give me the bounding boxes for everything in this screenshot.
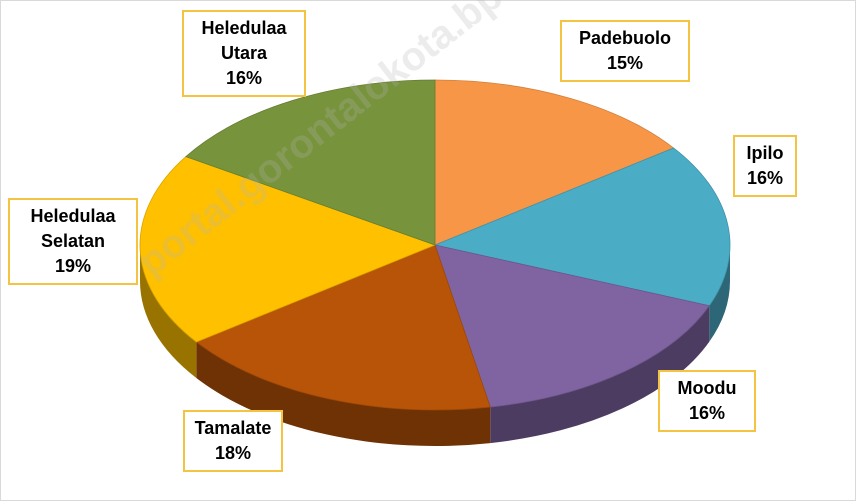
data-label: Heledulaa Selatan 19% [8,198,138,285]
data-label: Ipilo 16% [733,135,797,197]
data-label: Padebuolo 15% [560,20,690,82]
value-label: 16% [225,68,263,88]
category-label: Tamalate [194,418,272,438]
slice [139,156,437,378]
value-label: 16% [746,168,784,188]
category-label: Ipilo [746,143,784,163]
slice [195,244,491,446]
slice [185,79,436,246]
slice [433,147,731,342]
slice-side [196,341,491,446]
slice-top [139,156,437,343]
slice-side [490,305,710,444]
slice-side [140,245,197,378]
value-label: 19% [54,256,92,276]
slice-top [434,244,710,408]
data-label: Moodu 16% [658,370,756,432]
slice-side [709,245,730,342]
category-label: Heledulaa Selatan [30,206,116,251]
category-label: Padebuolo [578,28,671,48]
value-label: 18% [214,443,252,463]
category-label: Moodu [677,378,737,398]
slice-top [195,244,491,411]
data-label: Tamalate 18% [183,410,283,472]
slice-top [434,79,675,246]
slice-top [433,147,731,307]
data-label: Heledulaa Utara 16% [182,10,306,97]
slice [434,244,710,444]
value-label: 15% [606,53,644,73]
value-label: 16% [688,403,726,423]
slice-top [185,79,436,246]
category-label: Heledulaa Utara [201,18,287,63]
slice [434,79,675,246]
